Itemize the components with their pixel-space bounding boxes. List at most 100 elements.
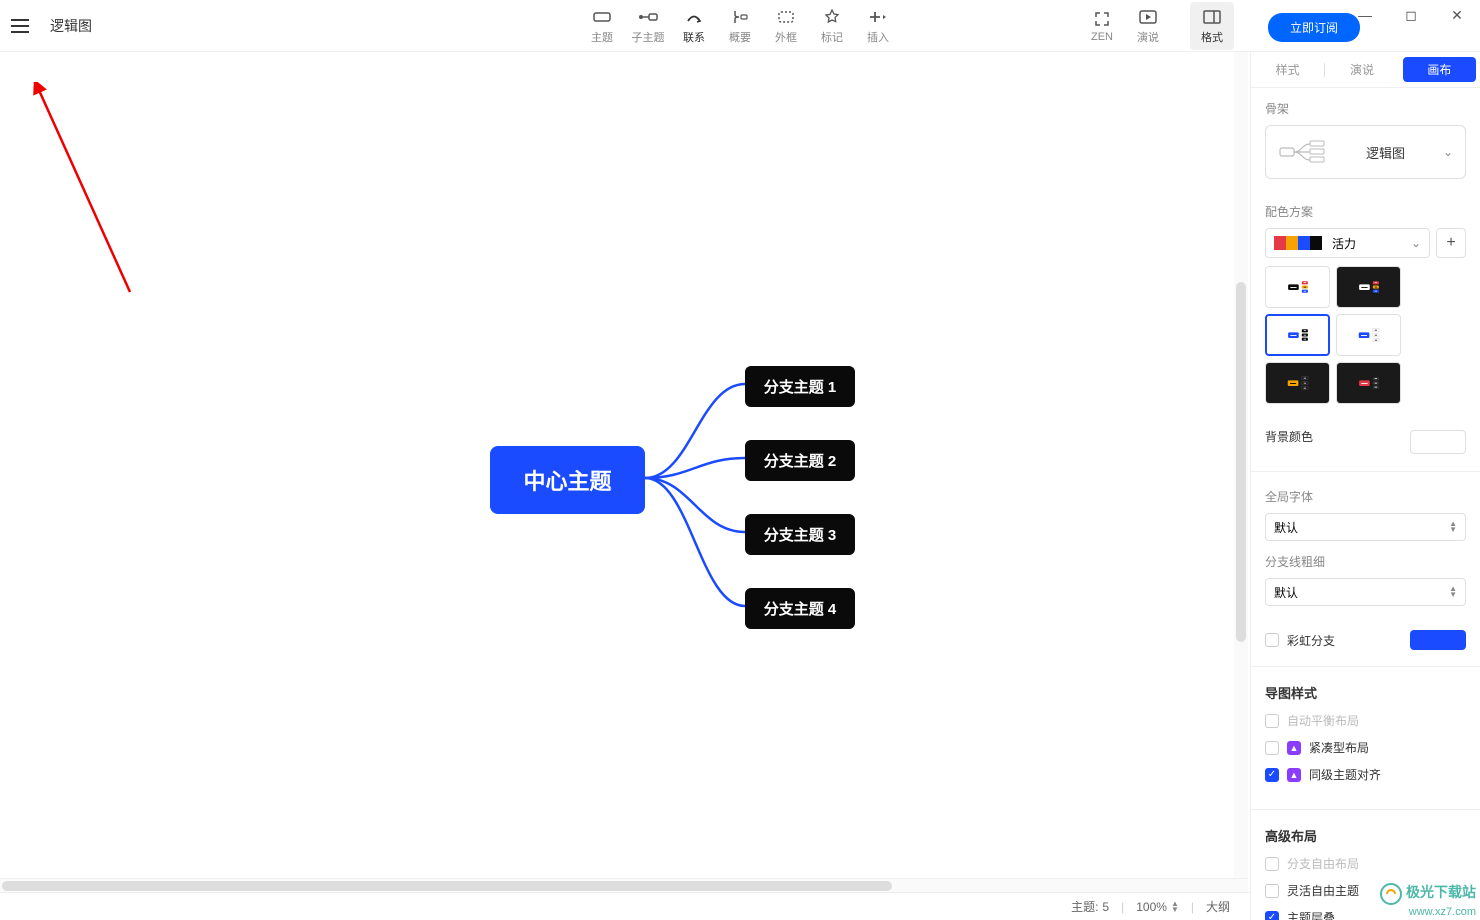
summary-icon <box>731 7 749 27</box>
theme-thumb-6[interactable]: ▬▬▬▬▬ <box>1336 362 1401 404</box>
zen-button[interactable]: ZEN <box>1080 2 1124 50</box>
freebranch-checkbox <box>1265 857 1279 871</box>
panel-tabs: 样式 演说 画布 <box>1251 52 1480 88</box>
pitch-icon <box>1139 7 1157 27</box>
skeleton-preview-icon <box>1278 138 1328 166</box>
alignsiblings-row[interactable]: ✓ ▲ 同级主题对齐 <box>1265 766 1466 783</box>
branchwidth-select[interactable]: 默认 ▲▼ <box>1265 578 1466 606</box>
format-button[interactable]: 格式 <box>1190 2 1234 50</box>
relation-button[interactable]: 联系 <box>672 2 716 50</box>
close-button[interactable]: ✕ <box>1434 0 1480 30</box>
minimize-button[interactable]: — <box>1342 0 1388 30</box>
pro-badge-icon: ▲ <box>1287 768 1301 782</box>
topics-label: 主题: <box>1071 898 1098 915</box>
boundary-icon <box>777 7 795 27</box>
topic-icon <box>592 7 612 27</box>
watermark: 极光下载站 www.xz7.com <box>1379 882 1476 918</box>
subtopic-icon <box>637 7 659 27</box>
subtopic-button[interactable]: 子主题 <box>626 2 670 50</box>
tab-style[interactable]: 样式 <box>1251 55 1324 84</box>
globalfont-label: 全局字体 <box>1265 488 1466 505</box>
colorscheme-select[interactable]: 活力 ⌄ <box>1265 228 1430 258</box>
statusbar: 主题: 5 | 100% ▲▼ | 大纲 <box>0 892 1250 920</box>
theme-thumb-5[interactable]: ▬▬▬▬▬ <box>1265 362 1330 404</box>
branch-topic-4[interactable]: 分支主题 4 <box>745 588 855 629</box>
relation-icon <box>685 7 703 27</box>
marker-button[interactable]: 标记 <box>810 2 854 50</box>
add-scheme-button[interactable]: + <box>1436 228 1466 258</box>
bgcolor-label: 背景颜色 <box>1265 428 1313 445</box>
tab-pitch[interactable]: 演说 <box>1325 55 1398 84</box>
compact-row[interactable]: ▲ 紧凑型布局 <box>1265 739 1466 756</box>
scheme-name: 活力 <box>1332 235 1411 252</box>
overlap-checkbox[interactable]: ✓ <box>1265 911 1279 920</box>
branch-topic-2[interactable]: 分支主题 2 <box>745 440 855 481</box>
main: 中心主题 分支主题 1 分支主题 2 分支主题 3 分支主题 4 样式 演说 画… <box>0 52 1480 920</box>
insert-button[interactable]: 插入 <box>856 2 900 50</box>
format-icon <box>1203 7 1221 27</box>
freebranch-row: 分支自由布局 <box>1265 855 1466 872</box>
center-topic[interactable]: 中心主题 <box>490 446 645 514</box>
maximize-button[interactable]: ◻ <box>1388 0 1434 30</box>
flextopic-checkbox[interactable] <box>1265 884 1279 898</box>
skeleton-select[interactable]: 逻辑图 ⌄ <box>1265 125 1466 179</box>
outline-button[interactable]: 大纲 <box>1206 898 1230 915</box>
colorscheme-section: 配色方案 活力 ⌄ + ▬▬▬▬▬ ▬▬▬▬▬ ▬▬▬▬▬ ▬▬▬▬▬ ▬▬▬▬… <box>1251 191 1480 416</box>
insert-icon <box>869 7 887 27</box>
mapstyle-section: 导图样式 自动平衡布局 ▲ 紧凑型布局 ✓ ▲ 同级主题对齐 <box>1251 671 1480 805</box>
alignsiblings-checkbox[interactable]: ✓ <box>1265 768 1279 782</box>
mapstyle-title: 导图样式 <box>1265 683 1466 702</box>
menu-button[interactable] <box>0 0 40 52</box>
theme-thumb-1[interactable]: ▬▬▬▬▬ <box>1265 266 1330 308</box>
skeleton-section: 骨架 逻辑图 ⌄ <box>1251 88 1480 191</box>
autobalance-row: 自动平衡布局 <box>1265 712 1466 729</box>
scrollbar-h-thumb[interactable] <box>2 881 892 891</box>
boundary-button[interactable]: 外框 <box>764 2 808 50</box>
swatch-strip <box>1274 236 1322 250</box>
pro-badge-icon: ▲ <box>1287 741 1301 755</box>
tab-canvas[interactable]: 画布 <box>1403 57 1476 82</box>
canvas[interactable]: 中心主题 分支主题 1 分支主题 2 分支主题 3 分支主题 4 <box>0 52 1250 920</box>
scrollbar-horizontal[interactable] <box>0 878 1248 892</box>
theme-thumb-2[interactable]: ▬▬▬▬▬ <box>1336 266 1401 308</box>
right-panel: 样式 演说 画布 骨架 逻辑图 ⌄ 配色方案 <box>1250 52 1480 920</box>
rainbow-checkbox-row[interactable]: 彩虹分支 <box>1265 632 1335 649</box>
skeleton-label: 骨架 <box>1265 100 1466 117</box>
theme-thumb-4[interactable]: ▬▬▬▬▬ <box>1336 314 1401 356</box>
scrollbar-v-thumb[interactable] <box>1236 282 1246 642</box>
colorscheme-label: 配色方案 <box>1265 203 1466 220</box>
topbar: 逻辑图 主题 子主题 联系 概要 外框 标记 插入 <box>0 0 1480 52</box>
advanced-title: 高级布局 <box>1265 826 1466 845</box>
bgcolor-section: 背景颜色 <box>1251 416 1480 467</box>
theme-grid: ▬▬▬▬▬ ▬▬▬▬▬ ▬▬▬▬▬ ▬▬▬▬▬ ▬▬▬▬▬ ▬▬▬▬▬ <box>1265 266 1466 404</box>
chevron-down-icon: ⌄ <box>1443 145 1453 159</box>
rainbow-swatch[interactable] <box>1410 630 1466 650</box>
topics-count: 5 <box>1102 900 1109 914</box>
annotation-arrow <box>30 82 150 312</box>
pitch-button[interactable]: 演说 <box>1126 2 1170 50</box>
branch-topic-1[interactable]: 分支主题 1 <box>745 366 855 407</box>
globalfont-select[interactable]: 默认 ▲▼ <box>1265 513 1466 541</box>
zen-icon <box>1094 9 1110 29</box>
branch-topic-3[interactable]: 分支主题 3 <box>745 514 855 555</box>
toolbar-center: 主题 子主题 联系 概要 外框 标记 插入 <box>580 2 900 50</box>
stepper-icon: ▲▼ <box>1449 521 1457 533</box>
compact-checkbox[interactable] <box>1265 741 1279 755</box>
rainbow-checkbox[interactable] <box>1265 633 1279 647</box>
bgcolor-swatch[interactable] <box>1410 430 1466 454</box>
scrollbar-vertical[interactable] <box>1234 52 1248 878</box>
theme-thumb-3[interactable]: ▬▬▬▬▬ <box>1265 314 1330 356</box>
summary-button[interactable]: 概要 <box>718 2 762 50</box>
autobalance-checkbox <box>1265 714 1279 728</box>
hamburger-icon <box>11 19 29 33</box>
stepper-icon: ▲▼ <box>1449 586 1457 598</box>
window-controls: — ◻ ✕ <box>1342 0 1480 30</box>
zoom-control[interactable]: 100% ▲▼ <box>1136 900 1179 914</box>
chevron-down-icon: ⌄ <box>1411 236 1421 250</box>
page-title: 逻辑图 <box>50 16 92 36</box>
marker-icon <box>824 7 840 27</box>
zoom-stepper-icon[interactable]: ▲▼ <box>1171 901 1179 913</box>
watermark-icon <box>1379 882 1403 906</box>
toolbar-right: ZEN 演说 <box>1080 2 1170 50</box>
topic-button[interactable]: 主题 <box>580 2 624 50</box>
